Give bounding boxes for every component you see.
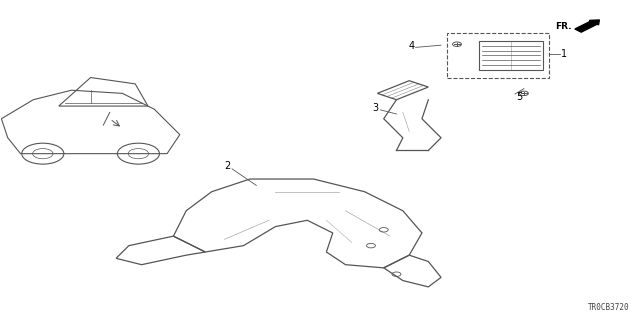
Text: 4: 4 [408,41,414,51]
Text: 5: 5 [516,92,522,101]
Text: 1: 1 [561,49,567,59]
Text: FR.: FR. [556,22,572,31]
Text: 2: 2 [225,161,231,171]
Text: TR0CB3720: TR0CB3720 [588,303,629,312]
Bar [479,41,543,69]
Text: 3: 3 [372,103,379,113]
Bar [447,33,549,77]
FancyArrow shape [575,20,600,32]
